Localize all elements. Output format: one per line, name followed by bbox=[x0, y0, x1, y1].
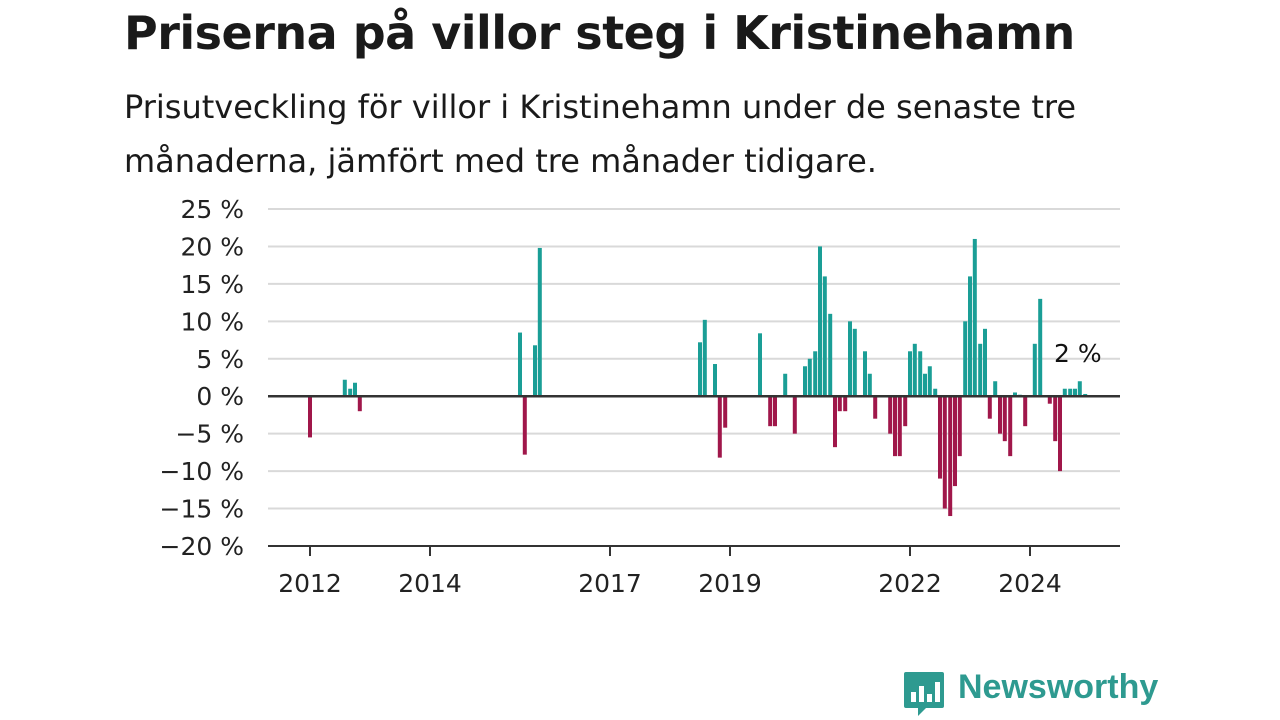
bar bbox=[867, 373, 872, 397]
bar bbox=[933, 388, 938, 397]
x-tick-label: 2019 bbox=[698, 569, 762, 598]
bar bbox=[1032, 343, 1037, 397]
bar bbox=[533, 345, 537, 397]
latest-value-label: 2 % bbox=[1054, 339, 1102, 368]
bar bbox=[1013, 392, 1017, 397]
y-tick-label: −10 % bbox=[160, 457, 244, 486]
bar bbox=[807, 358, 812, 397]
bar bbox=[993, 381, 998, 397]
bar bbox=[923, 373, 927, 397]
bar bbox=[1002, 396, 1007, 442]
bar bbox=[1073, 388, 1077, 397]
chart-title: Priserna på villor steg i Kristinehamn bbox=[124, 6, 1075, 60]
bar bbox=[818, 246, 822, 397]
bar bbox=[828, 313, 833, 397]
y-tick-label: 10 % bbox=[180, 307, 244, 336]
bar bbox=[957, 396, 962, 457]
bar bbox=[717, 396, 722, 458]
bar bbox=[942, 396, 947, 509]
y-tick-label: 15 % bbox=[180, 270, 244, 299]
bar bbox=[912, 343, 917, 397]
bar bbox=[792, 396, 797, 434]
bar bbox=[987, 396, 992, 419]
bar bbox=[948, 396, 953, 517]
bar bbox=[908, 351, 912, 397]
bar bbox=[1077, 381, 1082, 397]
bar bbox=[348, 388, 353, 397]
bar bbox=[1053, 396, 1058, 442]
bar bbox=[353, 382, 357, 397]
y-tick-label: −5 % bbox=[175, 420, 244, 449]
bar bbox=[968, 276, 972, 397]
bar bbox=[998, 396, 1002, 434]
y-tick-label: −15 % bbox=[160, 495, 244, 524]
bar bbox=[522, 396, 527, 455]
bar bbox=[873, 396, 878, 419]
bar bbox=[863, 351, 867, 397]
chart-subtitle: Prisutveckling för villor i Kristinehamn… bbox=[124, 88, 1077, 180]
bar bbox=[783, 373, 788, 397]
bar bbox=[702, 319, 707, 397]
bar bbox=[903, 396, 908, 427]
bar bbox=[518, 332, 522, 397]
x-tick-label: 2012 bbox=[278, 569, 342, 598]
bar bbox=[308, 396, 312, 438]
bar bbox=[983, 328, 987, 397]
bar bbox=[1068, 388, 1073, 397]
bar bbox=[1062, 388, 1067, 397]
bar-chart: 25 % 20 % 15 % 10 % 5 % 0 % −5 % −10 % −15 % −20 … bbox=[160, 195, 1120, 598]
bar bbox=[713, 364, 717, 397]
y-tick-label: −20 % bbox=[160, 532, 244, 561]
bar bbox=[1047, 396, 1052, 404]
bar bbox=[822, 276, 827, 397]
bar bbox=[803, 366, 807, 397]
bar bbox=[1058, 396, 1062, 472]
bar bbox=[963, 321, 968, 397]
brand-name: Newsworthy bbox=[958, 668, 1159, 706]
newsworthy-logo-icon bbox=[904, 672, 944, 716]
x-tick-label: 2022 bbox=[878, 569, 942, 598]
bar bbox=[893, 396, 897, 457]
bar bbox=[1023, 396, 1028, 427]
bar bbox=[953, 396, 957, 487]
bar bbox=[843, 396, 848, 412]
bar bbox=[833, 396, 837, 448]
bar bbox=[888, 396, 893, 434]
bar bbox=[897, 396, 902, 457]
y-tick-label: 0 % bbox=[196, 382, 244, 411]
bar bbox=[852, 328, 857, 397]
bar bbox=[537, 247, 542, 397]
y-tick-label: 5 % bbox=[196, 345, 244, 374]
bar bbox=[773, 396, 777, 427]
x-tick-label: 2014 bbox=[398, 569, 462, 598]
bar bbox=[978, 343, 983, 397]
bar bbox=[698, 342, 702, 397]
bar bbox=[1008, 396, 1013, 457]
bar bbox=[768, 396, 773, 427]
bar bbox=[723, 396, 728, 428]
bar bbox=[342, 379, 347, 397]
bar bbox=[1038, 298, 1043, 397]
bar bbox=[938, 396, 942, 479]
y-tick-label: 25 % bbox=[180, 195, 244, 224]
bar bbox=[848, 321, 852, 397]
bar bbox=[357, 396, 362, 412]
bar bbox=[813, 351, 818, 397]
x-tick-label: 2024 bbox=[998, 569, 1062, 598]
bar bbox=[927, 366, 932, 397]
bar bbox=[972, 238, 977, 397]
x-tick-label: 2017 bbox=[578, 569, 642, 598]
bar bbox=[918, 351, 923, 397]
bar bbox=[758, 333, 762, 397]
y-tick-label: 20 % bbox=[180, 232, 244, 261]
bar bbox=[837, 396, 842, 412]
